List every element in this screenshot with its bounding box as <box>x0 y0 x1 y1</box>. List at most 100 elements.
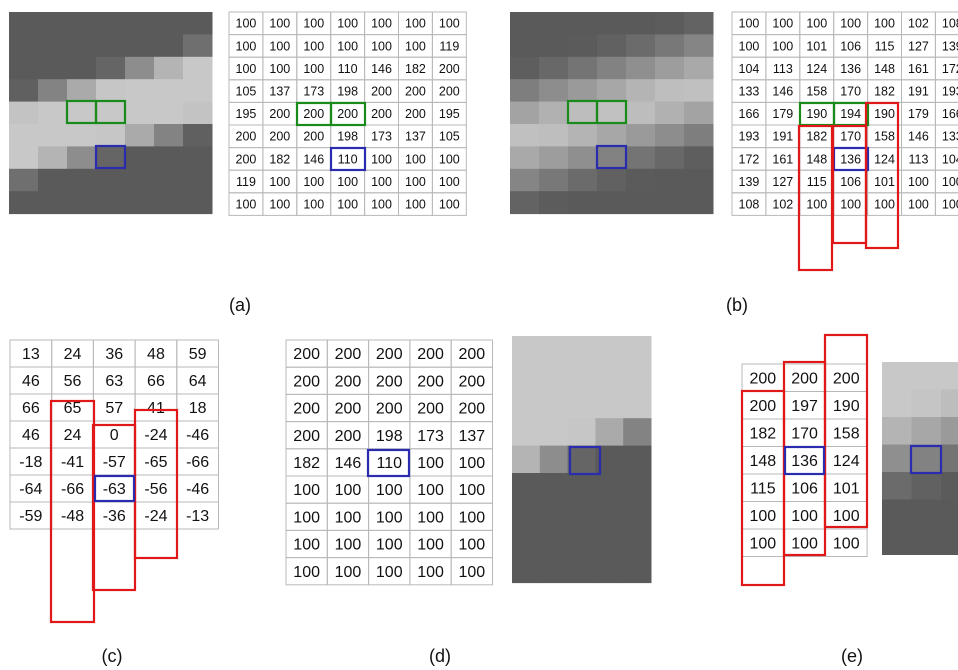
cell-value: 191 <box>908 85 929 99</box>
pixel <box>96 79 126 102</box>
cell-value: 104 <box>739 62 760 76</box>
pixel <box>882 445 912 473</box>
cell-value: 100 <box>269 198 290 212</box>
pixel <box>96 102 126 125</box>
cell-value: 100 <box>458 537 485 554</box>
pixel <box>183 34 213 57</box>
cell-value: 161 <box>772 152 793 166</box>
cell-value: 100 <box>749 535 776 552</box>
pixel <box>597 34 627 57</box>
cell-value: 191 <box>772 130 793 144</box>
cell-value: 172 <box>739 152 760 166</box>
pixel <box>9 79 39 102</box>
pixel <box>510 124 540 147</box>
pixel <box>568 146 598 169</box>
pixel <box>154 34 184 57</box>
cell-value: 100 <box>303 62 324 76</box>
pixel <box>539 146 569 169</box>
cell-value: -24 <box>144 427 167 444</box>
pixel <box>623 446 651 474</box>
cell-value: 170 <box>791 425 818 442</box>
pixel <box>912 527 942 555</box>
pixel <box>512 473 540 501</box>
pixel <box>96 12 126 35</box>
cell-value: 100 <box>439 198 460 212</box>
pixel <box>125 12 155 35</box>
cell-value: 100 <box>335 482 362 499</box>
cell-value: 100 <box>806 17 827 31</box>
cell-value: 104 <box>942 152 958 166</box>
cell-value: 146 <box>908 130 929 144</box>
pixel <box>597 146 627 169</box>
cell-value: -59 <box>19 508 42 525</box>
cell-value: 110 <box>338 152 358 166</box>
pixel <box>540 446 568 474</box>
cell-value: 133 <box>739 85 760 99</box>
cell-value: 115 <box>807 175 827 189</box>
cell-value: -18 <box>19 454 42 471</box>
pixel <box>623 391 651 419</box>
cell-value: 195 <box>439 107 460 121</box>
cell-value: 100 <box>439 175 460 189</box>
cell-value: 108 <box>739 198 760 212</box>
pixel <box>595 391 623 419</box>
cell-value: 24 <box>64 346 82 363</box>
cell-value: 105 <box>439 130 460 144</box>
cell-value: 100 <box>417 537 444 554</box>
pixel <box>623 500 651 528</box>
cell-value: 100 <box>439 17 460 31</box>
pixel <box>568 102 598 125</box>
cell-value: 48 <box>147 346 165 363</box>
cell-value: 100 <box>791 535 818 552</box>
cell-value: 200 <box>371 85 392 99</box>
cell-value: 200 <box>236 152 257 166</box>
pixel <box>626 146 656 169</box>
cell-value: 182 <box>293 455 320 472</box>
cell-value: 146 <box>772 85 793 99</box>
pixel <box>67 57 97 80</box>
cell-value: 200 <box>293 346 320 363</box>
cell-value: 100 <box>371 39 392 53</box>
pixel <box>154 124 184 147</box>
pixel <box>510 169 540 192</box>
pixel <box>539 169 569 192</box>
pixel <box>96 57 126 80</box>
cell-value: 200 <box>335 401 362 418</box>
pixel <box>568 124 598 147</box>
cell-value: 101 <box>874 175 895 189</box>
pixel <box>38 191 68 214</box>
pixel <box>96 146 126 169</box>
cell-value: 100 <box>833 535 860 552</box>
cell-value: 100 <box>335 537 362 554</box>
cell-value: 100 <box>405 17 426 31</box>
cell-value: 182 <box>874 85 895 99</box>
pixel <box>623 528 651 556</box>
pixel <box>568 391 596 419</box>
pixel <box>512 363 540 391</box>
cell-value: 102 <box>908 17 929 31</box>
cell-value: 172 <box>942 62 958 76</box>
cell-value: 158 <box>874 130 895 144</box>
pixel <box>539 12 569 35</box>
pixel <box>568 34 598 57</box>
cell-value: 200 <box>335 346 362 363</box>
pixel <box>96 34 126 57</box>
cell-value: 100 <box>337 175 358 189</box>
cell-value: 66 <box>147 373 165 390</box>
cell-value: 200 <box>405 107 426 121</box>
cell-value: 200 <box>303 107 324 121</box>
pixel <box>38 169 68 192</box>
cell-value: 106 <box>840 175 861 189</box>
cell-value: 100 <box>458 564 485 581</box>
pixel <box>882 417 912 445</box>
pixel <box>912 362 942 390</box>
pixel <box>626 34 656 57</box>
pixel <box>540 528 568 556</box>
pixel <box>125 102 155 125</box>
cell-value: 100 <box>376 564 403 581</box>
pixel <box>38 102 68 125</box>
pixel <box>595 336 623 364</box>
cell-value: 179 <box>772 107 793 121</box>
pixel <box>597 102 627 125</box>
pixel <box>655 79 685 102</box>
